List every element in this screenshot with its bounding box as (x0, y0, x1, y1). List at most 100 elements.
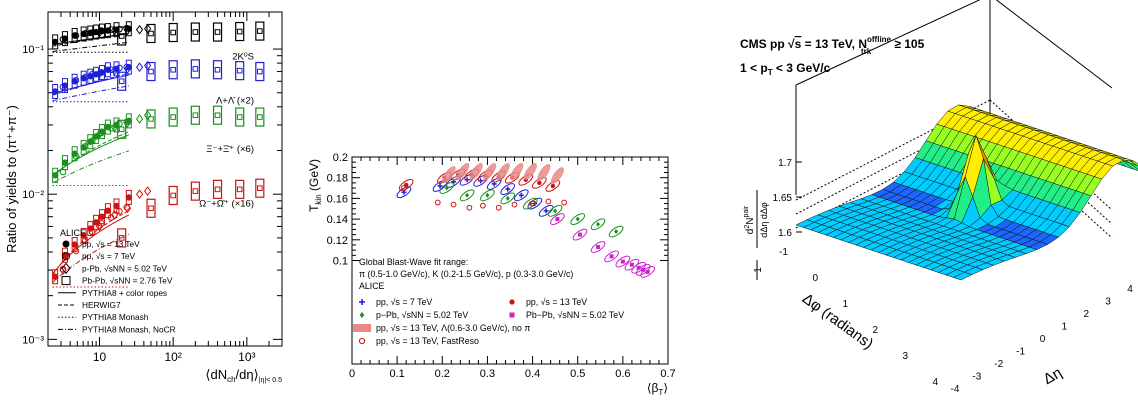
legend-label: p−Pb, √sNN = 5.02 TeV (376, 310, 468, 320)
x-tick-label: 0.4 (525, 368, 540, 380)
point-pp13 (71, 78, 77, 84)
y-tick-label: 0.12 (327, 235, 348, 247)
point-marker (596, 222, 600, 227)
point-pbpb-marker (237, 187, 242, 192)
x-tick-label: 0.5 (570, 368, 585, 380)
point-pbpb (236, 108, 244, 126)
point-pbpb (169, 108, 177, 126)
point-ppb (137, 26, 143, 34)
point-pbpb-marker (171, 67, 176, 72)
point-marker (555, 217, 559, 221)
point-marker (576, 217, 580, 222)
point-marker (537, 181, 541, 185)
fastreso-marker (435, 200, 440, 205)
legend-marker (510, 313, 515, 318)
x-tick-label: 1 (1062, 322, 1068, 333)
point-pbpb-marker (171, 30, 176, 35)
species-label: Ξ⁻+Ξ̄⁺ (×6) (206, 144, 254, 155)
x-tick-label: 0 (349, 368, 355, 380)
legend-label: PYTHIA8 Monash (82, 312, 149, 322)
point-pbpb-marker (258, 186, 263, 191)
y-axis-title: Δφ (radians) (799, 290, 876, 353)
point-marker (506, 196, 510, 201)
x-axis-title: ⟨dNch/dη⟩|η|< 0.5 (205, 367, 282, 384)
legend-entry: HERWIG7 (58, 300, 121, 310)
x-tick-label: 3 (1105, 297, 1111, 308)
point-pp13 (52, 39, 58, 45)
x-tick-label: 4 (1127, 284, 1133, 295)
point-pbpb-marker (215, 30, 220, 35)
band-marker (494, 161, 512, 182)
z-tick-label: 1.7 (778, 158, 792, 169)
point-pp13 (105, 27, 111, 33)
legend-marker (359, 338, 364, 343)
legend-marker (63, 241, 70, 248)
point-pbpb-marker (215, 67, 220, 72)
point-marker (630, 263, 634, 267)
point-pbpb-marker (119, 79, 124, 84)
z-axis-numerator: d2Npair (743, 205, 756, 234)
x-tick-label: 0 (1040, 334, 1046, 345)
legend-label: Pb−Pb, √sNN = 5.02 TeV (526, 310, 624, 320)
point-pbpb-marker (119, 127, 124, 132)
point-pbpb (147, 199, 155, 217)
z-tick-label: 1.65 (773, 193, 793, 204)
x-tick-label: -4 (951, 384, 960, 395)
x-axis-title: ⟨βT⟩ (647, 381, 668, 397)
legend-marker (360, 312, 365, 318)
point-pbpb (169, 186, 177, 204)
y-tick-label: 0.14 (327, 214, 348, 226)
legend-label: pp, √s = 13 TeV (526, 297, 587, 307)
species-label: Λ+Λ̄ (×2) (216, 96, 254, 107)
x-tick-label: 10² (165, 350, 182, 364)
point-marker (485, 193, 489, 198)
point-pp13 (105, 124, 111, 130)
z-axis-denominator: dΔη dΔφ (759, 202, 769, 238)
x-tick-label: 10 (93, 350, 107, 364)
legend-entry: PYTHIA8 Monash (58, 312, 149, 322)
legend-entry: PYTHIA8 Monash, NoCR (58, 324, 176, 334)
point-ppb (137, 190, 143, 198)
point-pbpb-marker (193, 113, 198, 118)
band-marker (535, 162, 553, 183)
annotation-line: Global Blast-Wave fit range: (359, 257, 468, 267)
x-tick-label: 0.3 (480, 368, 495, 380)
point-pbpb-marker (237, 68, 242, 73)
legend-entry: p-Pb, √sNN = 5.02 TeV (62, 263, 167, 273)
chart-subtitle: 1 < pT < 3 GeV/c (740, 61, 831, 77)
legend-label: pp, √s = 7 TeV (82, 251, 136, 261)
legend-marker (509, 299, 514, 304)
species-label: Ω⁻+Ω̄⁺ (×16) (199, 199, 254, 210)
y-tick-label: 0.2 (333, 152, 348, 164)
point-pbpb-marker (149, 206, 154, 211)
x-tick-label: 0.1 (389, 368, 404, 380)
point-marker (553, 208, 557, 213)
legend-label: Pb-Pb, √sNN = 2.76 TeV (82, 276, 173, 286)
fastreso-marker (562, 200, 567, 205)
fastreso-marker (546, 199, 551, 204)
y-tick-label: -1 (779, 247, 788, 258)
point-marker (578, 233, 582, 237)
x-tick-label: -3 (972, 372, 981, 383)
fastreso-marker (467, 205, 472, 210)
fastreso-marker (496, 205, 501, 210)
fastreso-marker (512, 202, 517, 207)
legend-label: pp, √s = 7 TeV (376, 297, 432, 307)
point-pbpb (191, 60, 199, 78)
point-pp13 (105, 207, 111, 213)
point-pbpb-marker (258, 69, 263, 74)
point-pbpb (147, 24, 155, 42)
legend-label: pp, √s = 13 TeV, FastReso (376, 336, 479, 346)
y-tick-label: 0.1 (333, 256, 348, 268)
point-pp13 (52, 274, 58, 280)
legend-marker (62, 277, 70, 285)
point-marker (610, 254, 614, 258)
x-tick-label: 2 (1083, 309, 1089, 320)
legend-title: ALICE (60, 228, 86, 238)
